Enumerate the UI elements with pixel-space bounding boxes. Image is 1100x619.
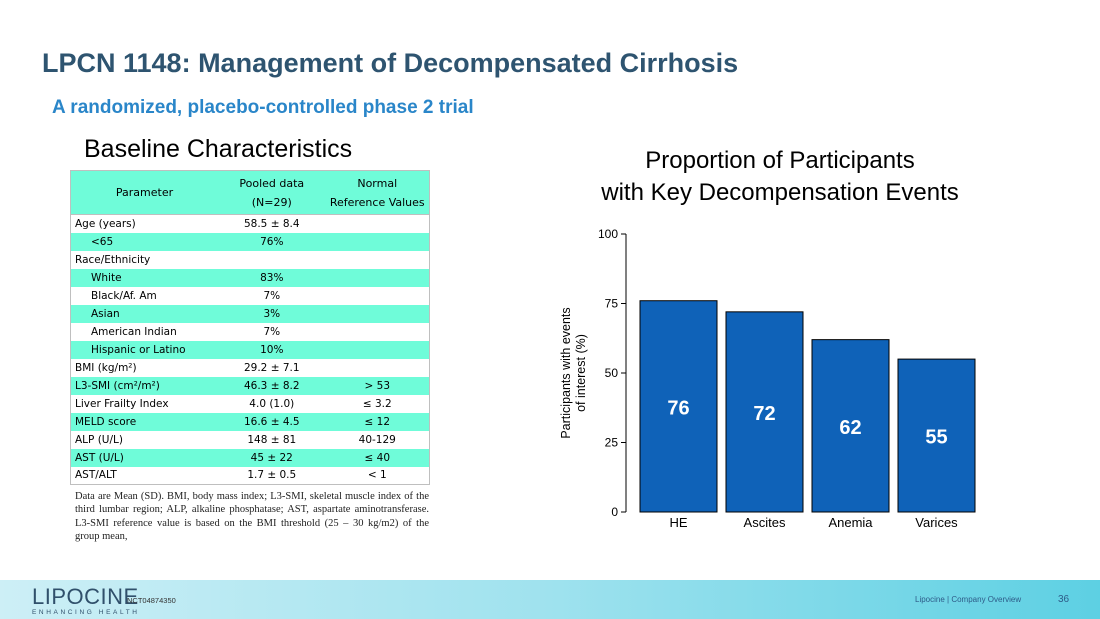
- footer-company-overview: Lipocine | Company Overview: [915, 595, 1022, 604]
- bar: [725, 311, 804, 513]
- table-cell: 1.7 ± 0.5: [247, 469, 297, 482]
- bar-data-label: 55: [925, 427, 947, 449]
- table-row: Black/Af. Am 7%: [71, 287, 430, 305]
- bar-data-label: 62: [839, 417, 861, 439]
- footer-bar: [0, 580, 1100, 619]
- y-tick-label: 100: [598, 227, 618, 241]
- table-row: Hispanic or Latino 10%: [70, 340, 430, 359]
- table-cell: L3-SMI (cm²/m²): [70, 376, 219, 395]
- header-normal: Normal Reference Values: [325, 170, 430, 215]
- bar: [639, 300, 718, 513]
- table-row: AST (U/L) 45 ± 22 ≤ 40: [70, 448, 430, 467]
- page-number: 36: [1058, 594, 1070, 605]
- table-cell: [326, 359, 430, 377]
- table-cell: 7%: [263, 289, 281, 302]
- nct-number: NCT04874350: [127, 596, 176, 605]
- table-row: White 83%: [70, 268, 430, 287]
- table-cell: [218, 251, 325, 269]
- table-cell: 40-129: [358, 433, 396, 446]
- y-tick-label: 25: [605, 436, 619, 450]
- table-cell: ALP (U/L): [75, 433, 123, 446]
- x-tick-label: HE: [669, 515, 687, 530]
- table-cell: [325, 340, 430, 359]
- table-cell: AST/ALT: [75, 469, 117, 482]
- slide-title: LPCN 1148: Management of Decompensated C…: [42, 48, 739, 78]
- table-cell: ≤ 3.2: [362, 397, 392, 410]
- section-title: Baseline Characteristics: [84, 135, 353, 163]
- bar-data-label: 76: [667, 397, 689, 419]
- table-cell: [326, 215, 430, 233]
- table-cell: Age (years): [75, 217, 136, 230]
- y-axis-label: Participants with eventsof interest (%): [559, 307, 588, 438]
- table-cell: Asian: [70, 304, 219, 323]
- table-cell: <65: [70, 232, 219, 251]
- table-cell: ≤ 40: [325, 448, 430, 467]
- table-cell: [325, 304, 430, 323]
- table-footnote: Data are Mean (SD). BMI, body mass index…: [75, 491, 429, 543]
- table-cell: > 53: [325, 376, 430, 395]
- table-cell: 45 ± 22: [218, 448, 326, 467]
- baseline-table: Parameter Pooled data (N=29) Normal Refere…: [70, 170, 430, 485]
- y-tick-label: 75: [605, 297, 619, 311]
- table-cell: 46.3 ± 8.2: [218, 376, 326, 395]
- bar: [811, 339, 890, 513]
- table-row: ALP (U/L) 148 ± 81 40-129: [71, 431, 430, 449]
- table-cell: [325, 232, 430, 251]
- table-cell: Black/Af. Am: [91, 289, 157, 302]
- table-cell: 7%: [263, 325, 281, 338]
- table-cell: Race/Ethnicity: [75, 253, 151, 266]
- table-row: L3-SMI (cm²/m²) 46.3 ± 8.2 > 53: [70, 376, 430, 395]
- table-cell: 29.2 ± 7.1: [243, 361, 300, 374]
- table-cell: [326, 323, 430, 341]
- bar-chart: 0 25 50 75 100 Participants with eventsof int…: [559, 227, 976, 530]
- table-cell: AST (U/L): [70, 448, 219, 467]
- table-cell: American Indian: [91, 325, 177, 338]
- table-row: MELD score 16.6 ± 4.5 ≤ 12: [70, 412, 430, 431]
- table-cell: 148 ± 81: [247, 433, 297, 446]
- table-row: Age (years) 58.5 ± 8.4: [71, 215, 430, 233]
- table-cell: BMI (kg/m²): [75, 361, 137, 374]
- table-cell: < 1: [367, 469, 387, 482]
- table-row: AST/ALT 1.7 ± 0.5 < 1: [71, 467, 430, 485]
- table-cell: 83%: [218, 268, 326, 287]
- table-cell: 76%: [218, 232, 326, 251]
- table-cell: Hispanic or Latino: [70, 340, 219, 359]
- table-row: Race/Ethnicity: [71, 251, 430, 269]
- table-cell: 3%: [218, 304, 326, 323]
- table-cell: ≤ 12: [325, 412, 430, 431]
- table-cell: White: [70, 268, 219, 287]
- bar-data-label: 72: [753, 403, 775, 425]
- x-tick-label: Ascites: [744, 515, 786, 530]
- bar: [897, 358, 976, 513]
- table-cell: 16.6 ± 4.5: [218, 412, 326, 431]
- table-cell: Liver Frailty Index: [75, 397, 169, 410]
- table-cell: [326, 287, 430, 305]
- header-parameter: Parameter: [70, 170, 219, 215]
- table-cell: [326, 251, 430, 269]
- table-cell: 58.5 ± 8.4: [243, 217, 300, 230]
- x-tick-label: Varices: [915, 515, 958, 530]
- table-row: American Indian 7%: [71, 323, 430, 341]
- company-logo: LIPOCINE ENHANCING HEALTH: [32, 584, 140, 617]
- x-tick-label: Anemia: [828, 515, 873, 530]
- table-cell: MELD score: [70, 412, 219, 431]
- table-cell: 10%: [218, 340, 326, 359]
- table-cell: 4.0 (1.0): [249, 397, 295, 410]
- table-row: Liver Frailty Index 4.0 (1.0) ≤ 3.2: [71, 395, 430, 413]
- y-tick-label: 0: [611, 505, 618, 519]
- y-tick-label: 50: [605, 366, 619, 380]
- chart-title: Proportion of Participants with Key Deco…: [601, 147, 959, 206]
- table-row: BMI (kg/m²) 29.2 ± 7.1: [71, 359, 430, 377]
- table-cell: [325, 268, 430, 287]
- table-row: Asian 3%: [70, 304, 430, 323]
- header-pooled: Pooled data (N=29): [218, 170, 326, 215]
- slide-subtitle: A randomized, placebo-controlled phase 2…: [52, 97, 474, 118]
- table-row: <65 76%: [70, 232, 430, 251]
